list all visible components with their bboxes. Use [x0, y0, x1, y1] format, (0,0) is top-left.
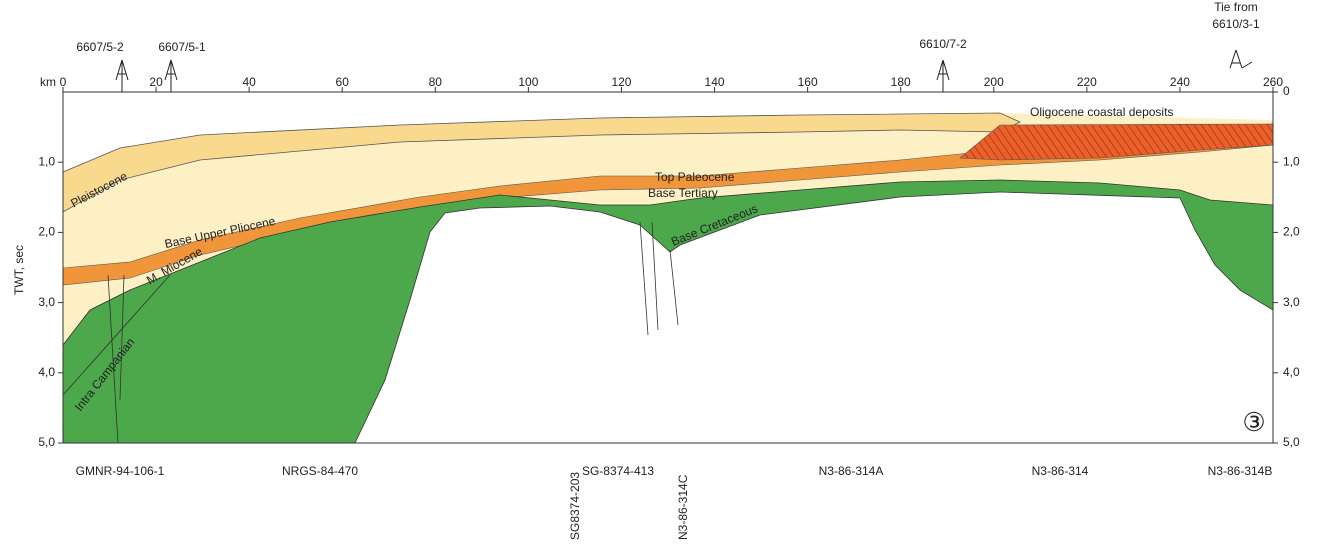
y-title: TWT, sec — [12, 245, 26, 295]
x-tick-label: 260 — [1263, 75, 1283, 89]
x-unit: km — [40, 75, 56, 89]
y-tick-label: 3,0 — [38, 295, 55, 309]
x-tick-label: 240 — [1170, 75, 1190, 89]
line-label: N3-86-314B — [1208, 464, 1273, 478]
x-tick-label: 80 — [429, 75, 443, 89]
x-tick-label: 120 — [611, 75, 631, 89]
line-label: GMNR-94-106-1 — [76, 464, 165, 478]
line-label: N3-86-314A — [819, 464, 884, 478]
well-label: 6607/5-2 — [76, 40, 124, 54]
y-tick-label: 1,0 — [38, 154, 55, 168]
fault — [670, 250, 678, 325]
well-label: Tie from — [1214, 0, 1258, 14]
well-label: 6610/3-1 — [1212, 17, 1260, 31]
horizon-label: Base Tertiary — [648, 186, 718, 200]
line-label: SG8374-203 — [568, 472, 582, 540]
y-tick-label: 4,0 — [38, 365, 55, 379]
y-tick-label: 3,0 — [1283, 295, 1300, 309]
panel-number: ③ — [1242, 407, 1265, 437]
x-tick-label: 220 — [1077, 75, 1097, 89]
x-tick-label: 180 — [891, 75, 911, 89]
horizon-label: Oligocene coastal deposits — [1030, 105, 1173, 119]
line-label: NRGS-84-470 — [282, 464, 358, 478]
x-tick-label: 200 — [984, 75, 1004, 89]
x-tick-label: 100 — [518, 75, 538, 89]
x-tick-label: 60 — [336, 75, 350, 89]
horizon-label: Top Paleocene — [655, 170, 735, 184]
y-tick-label: 2,0 — [1283, 225, 1300, 239]
x-tick-label: 40 — [242, 75, 256, 89]
y-tick-label: 4,0 — [1283, 365, 1300, 379]
well-label: 6610/7-2 — [919, 37, 967, 51]
y-tick-label: 2,0 — [38, 225, 55, 239]
y-tick-label: 1,0 — [1283, 154, 1300, 168]
line-label: SG-8374-413 — [582, 464, 654, 478]
line-label: N3-86-314 — [1032, 464, 1089, 478]
line-label: N3-86-314C — [676, 474, 690, 540]
y-tick-label: 5,0 — [1283, 435, 1300, 449]
fault — [640, 222, 648, 335]
layers — [63, 113, 1273, 443]
x-tick-label: 0 — [60, 75, 67, 89]
y-tick-label: 5,0 — [38, 435, 55, 449]
y-tick-label: 0 — [1283, 84, 1290, 98]
cross-section: km TWT, sec 6607/5-2 6607/5-1 6610/7-2 T… — [0, 0, 1318, 543]
x-tick-label: 160 — [798, 75, 818, 89]
x-tick-label: 20 — [149, 75, 163, 89]
x-tick-label: 140 — [705, 75, 725, 89]
well-label: 6607/5-1 — [158, 40, 206, 54]
